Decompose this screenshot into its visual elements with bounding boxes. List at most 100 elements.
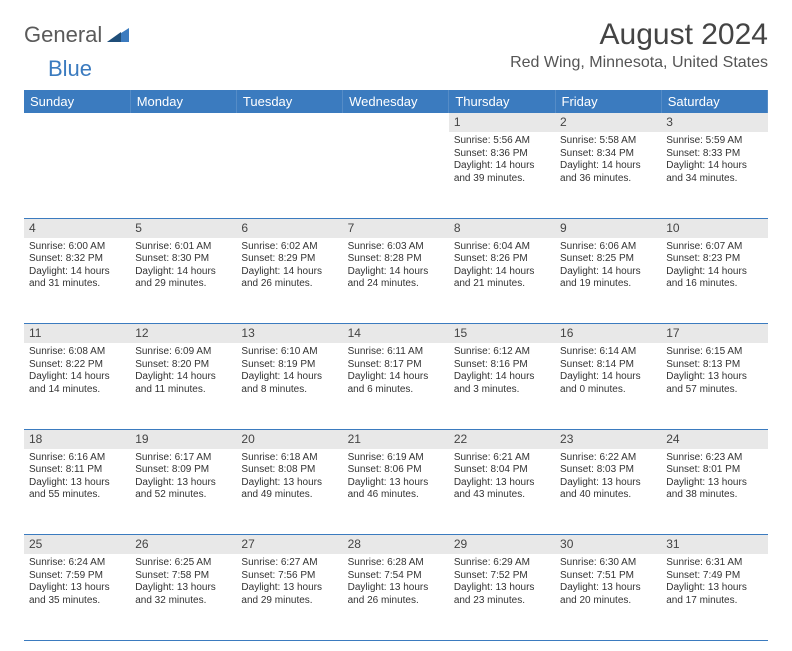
day-cell: Sunrise: 6:08 AMSunset: 8:22 PMDaylight:…	[24, 343, 130, 429]
daynum-cell: 31	[661, 535, 767, 555]
day-cell: Sunrise: 6:28 AMSunset: 7:54 PMDaylight:…	[343, 554, 449, 640]
daylight-line: Daylight: 13 hours and 40 minutes.	[560, 477, 656, 502]
daynum-cell: 3	[661, 113, 767, 132]
sunrise-line: Sunrise: 5:58 AM	[560, 135, 656, 148]
daylight-line: Daylight: 13 hours and 32 minutes.	[135, 582, 231, 607]
sunset-line: Sunset: 8:14 PM	[560, 359, 656, 372]
daynum-cell: 15	[449, 324, 555, 344]
daynum-cell: 2	[555, 113, 661, 132]
sunrise-line: Sunrise: 6:29 AM	[454, 557, 550, 570]
sunset-line: Sunset: 7:54 PM	[348, 570, 444, 583]
day-cell: Sunrise: 6:29 AMSunset: 7:52 PMDaylight:…	[449, 554, 555, 640]
daynum-cell: 26	[130, 535, 236, 555]
daylight-line: Daylight: 13 hours and 55 minutes.	[29, 477, 125, 502]
daynum-row: 18192021222324	[24, 429, 768, 449]
dayname-tue: Tuesday	[236, 90, 342, 113]
daylight-line: Daylight: 14 hours and 14 minutes.	[29, 371, 125, 396]
daynum-cell: 22	[449, 429, 555, 449]
content-row: Sunrise: 5:56 AMSunset: 8:36 PMDaylight:…	[24, 132, 768, 218]
sunset-line: Sunset: 7:52 PM	[454, 570, 550, 583]
sunset-line: Sunset: 8:25 PM	[560, 253, 656, 266]
daynum-cell	[130, 113, 236, 132]
daylight-line: Daylight: 14 hours and 29 minutes.	[135, 266, 231, 291]
daynum-cell: 11	[24, 324, 130, 344]
day-cell: Sunrise: 6:15 AMSunset: 8:13 PMDaylight:…	[661, 343, 767, 429]
daylight-line: Daylight: 14 hours and 19 minutes.	[560, 266, 656, 291]
daylight-line: Daylight: 14 hours and 0 minutes.	[560, 371, 656, 396]
calendar-page: General August 2024 Red Wing, Minnesota,…	[0, 0, 792, 651]
sunrise-line: Sunrise: 6:21 AM	[454, 452, 550, 465]
daylight-line: Daylight: 14 hours and 6 minutes.	[348, 371, 444, 396]
daynum-cell: 30	[555, 535, 661, 555]
daynum-cell: 1	[449, 113, 555, 132]
daynum-cell	[236, 113, 342, 132]
daynum-cell: 27	[236, 535, 342, 555]
sunrise-line: Sunrise: 6:12 AM	[454, 346, 550, 359]
sunrise-line: Sunrise: 6:28 AM	[348, 557, 444, 570]
sunset-line: Sunset: 8:33 PM	[666, 148, 762, 161]
sunset-line: Sunset: 8:26 PM	[454, 253, 550, 266]
daynum-cell	[343, 113, 449, 132]
day-cell: Sunrise: 6:09 AMSunset: 8:20 PMDaylight:…	[130, 343, 236, 429]
content-row: Sunrise: 6:08 AMSunset: 8:22 PMDaylight:…	[24, 343, 768, 429]
daynum-cell: 18	[24, 429, 130, 449]
dayname-sat: Saturday	[661, 90, 767, 113]
daynum-cell: 24	[661, 429, 767, 449]
sunset-line: Sunset: 8:22 PM	[29, 359, 125, 372]
day-cell: Sunrise: 6:04 AMSunset: 8:26 PMDaylight:…	[449, 238, 555, 324]
day-cell: Sunrise: 6:31 AMSunset: 7:49 PMDaylight:…	[661, 554, 767, 640]
sunset-line: Sunset: 8:32 PM	[29, 253, 125, 266]
day-cell: Sunrise: 6:23 AMSunset: 8:01 PMDaylight:…	[661, 449, 767, 535]
daylight-line: Daylight: 14 hours and 26 minutes.	[241, 266, 337, 291]
daylight-line: Daylight: 13 hours and 35 minutes.	[29, 582, 125, 607]
daynum-cell: 7	[343, 218, 449, 238]
sunrise-line: Sunrise: 6:27 AM	[241, 557, 337, 570]
sunset-line: Sunset: 8:30 PM	[135, 253, 231, 266]
daylight-line: Daylight: 13 hours and 20 minutes.	[560, 582, 656, 607]
sunset-line: Sunset: 8:28 PM	[348, 253, 444, 266]
sunrise-line: Sunrise: 6:24 AM	[29, 557, 125, 570]
sunset-line: Sunset: 8:03 PM	[560, 464, 656, 477]
daylight-line: Daylight: 13 hours and 38 minutes.	[666, 477, 762, 502]
daynum-cell: 17	[661, 324, 767, 344]
daynum-cell: 6	[236, 218, 342, 238]
sunrise-line: Sunrise: 6:22 AM	[560, 452, 656, 465]
day-cell: Sunrise: 6:21 AMSunset: 8:04 PMDaylight:…	[449, 449, 555, 535]
sunset-line: Sunset: 8:36 PM	[454, 148, 550, 161]
sunrise-line: Sunrise: 6:15 AM	[666, 346, 762, 359]
day-cell: Sunrise: 6:00 AMSunset: 8:32 PMDaylight:…	[24, 238, 130, 324]
day-cell: Sunrise: 6:14 AMSunset: 8:14 PMDaylight:…	[555, 343, 661, 429]
day-cell: Sunrise: 6:11 AMSunset: 8:17 PMDaylight:…	[343, 343, 449, 429]
dayname-sun: Sunday	[24, 90, 130, 113]
daynum-cell: 29	[449, 535, 555, 555]
daylight-line: Daylight: 13 hours and 52 minutes.	[135, 477, 231, 502]
sunset-line: Sunset: 8:23 PM	[666, 253, 762, 266]
dayname-wed: Wednesday	[343, 90, 449, 113]
day-cell: Sunrise: 6:07 AMSunset: 8:23 PMDaylight:…	[661, 238, 767, 324]
sunset-line: Sunset: 8:04 PM	[454, 464, 550, 477]
sunset-line: Sunset: 8:08 PM	[241, 464, 337, 477]
daylight-line: Daylight: 13 hours and 29 minutes.	[241, 582, 337, 607]
month-year-title: August 2024	[510, 18, 768, 52]
day-cell: Sunrise: 6:25 AMSunset: 7:58 PMDaylight:…	[130, 554, 236, 640]
sunset-line: Sunset: 7:56 PM	[241, 570, 337, 583]
daylight-line: Daylight: 13 hours and 43 minutes.	[454, 477, 550, 502]
sunset-line: Sunset: 8:16 PM	[454, 359, 550, 372]
day-cell	[24, 132, 130, 218]
sunrise-line: Sunrise: 6:04 AM	[454, 241, 550, 254]
calendar-table: Sunday Monday Tuesday Wednesday Thursday…	[24, 90, 768, 641]
day-cell: Sunrise: 6:19 AMSunset: 8:06 PMDaylight:…	[343, 449, 449, 535]
content-row: Sunrise: 6:16 AMSunset: 8:11 PMDaylight:…	[24, 449, 768, 535]
sunset-line: Sunset: 8:13 PM	[666, 359, 762, 372]
daylight-line: Daylight: 13 hours and 57 minutes.	[666, 371, 762, 396]
sunrise-line: Sunrise: 6:07 AM	[666, 241, 762, 254]
brand-mark-icon	[107, 24, 129, 47]
daylight-line: Daylight: 14 hours and 34 minutes.	[666, 160, 762, 185]
daynum-cell	[24, 113, 130, 132]
dayname-thu: Thursday	[449, 90, 555, 113]
day-cell: Sunrise: 6:01 AMSunset: 8:30 PMDaylight:…	[130, 238, 236, 324]
sunrise-line: Sunrise: 6:00 AM	[29, 241, 125, 254]
daynum-cell: 23	[555, 429, 661, 449]
sunset-line: Sunset: 7:51 PM	[560, 570, 656, 583]
sunset-line: Sunset: 8:29 PM	[241, 253, 337, 266]
